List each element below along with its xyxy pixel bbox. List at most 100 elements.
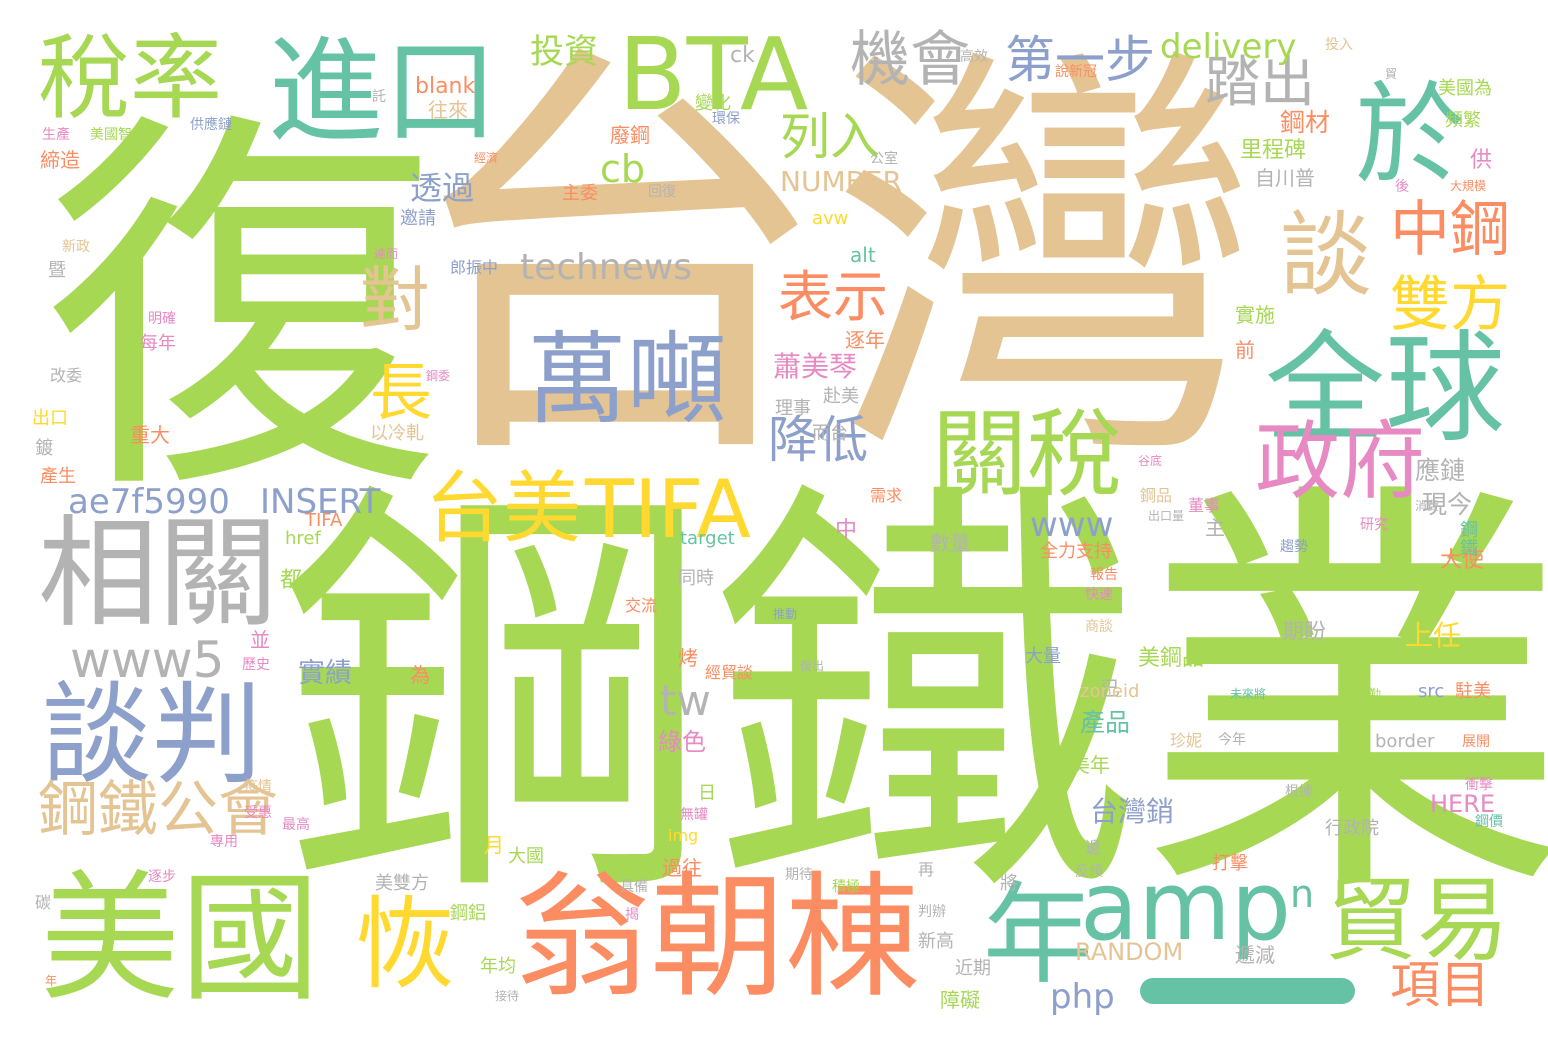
word-take-office: 上任: [1405, 619, 1462, 652]
word-reach: 達而: [374, 247, 399, 261]
word-simultaneously: 同時: [678, 568, 714, 589]
word-steel-material: 鋼材: [1280, 108, 1331, 137]
word-nowadays: 現今: [1422, 490, 1473, 519]
word-us-as: 美國為: [1438, 78, 1492, 99]
word-n: n: [1290, 872, 1315, 916]
word-highest: 最高: [282, 817, 310, 833]
word-bottom: 谷底: [1138, 454, 1163, 468]
word-achievement: 實績: [298, 658, 352, 689]
word-express: 表示: [778, 265, 889, 329]
word-both-sides: 雙方: [1390, 270, 1510, 340]
word-ck: ck: [730, 43, 755, 68]
word-according: 根據: [1285, 784, 1313, 800]
word-already: 已: [1100, 676, 1120, 700]
word-random: RANDOM: [1075, 938, 1184, 966]
word-produce: 產生: [40, 466, 76, 487]
word-import: 進口: [268, 25, 499, 159]
word-new-policy: 新政: [62, 239, 90, 255]
word-number: NUMBER: [780, 165, 902, 198]
word-www5: www5: [70, 631, 225, 689]
word-steel-association: 鋼鐵公會: [38, 775, 278, 845]
word-trend: 趨勢: [1280, 539, 1308, 555]
word-insert: INSERT: [260, 482, 381, 522]
word-steel-price: 鋼價: [1475, 814, 1503, 830]
word-anti-dumping: 反傾: [1075, 864, 1103, 880]
word-tw: tw: [660, 676, 711, 725]
word-zhu: 主: [1205, 516, 1225, 540]
word-office: 公室: [870, 151, 898, 167]
word-history: 歷史: [242, 657, 270, 673]
word-through: 透過: [410, 169, 475, 207]
word-no-tin: 無罐: [680, 807, 708, 823]
word-expect: 期待: [785, 867, 813, 883]
word-supply-chain-2: 供應鏈: [190, 117, 232, 133]
word-research: 研究: [1360, 517, 1388, 533]
word-frequent: 頻繁: [1445, 110, 1481, 131]
word-us-both-sides: 美雙方: [375, 873, 429, 894]
word-full-support: 全力支持: [1040, 541, 1112, 562]
word-look-forward: 期盼: [1282, 620, 1327, 645]
word-reduce: 降低: [768, 411, 868, 469]
word-month: 月: [484, 833, 504, 857]
word-related: 相關: [38, 505, 278, 644]
word-target: target: [680, 528, 735, 549]
decorative-bar: [1140, 978, 1355, 1004]
word-us-year: 美年: [1070, 753, 1110, 777]
word-year: 年: [983, 871, 1093, 999]
word-impact: 衝擊: [1465, 777, 1493, 793]
word-day: 日: [698, 783, 716, 804]
word-tifa-small: TIFA: [305, 510, 343, 531]
word-usa: 美國: [40, 858, 321, 1021]
word-wei: 為: [410, 663, 430, 687]
word-src: src: [1418, 681, 1445, 702]
word-steel-aluminum: 鋼鋁: [450, 903, 486, 924]
word-covid: 說新冠: [1055, 64, 1097, 80]
word-tan: 談: [1280, 202, 1373, 309]
word-year-small: 年: [45, 974, 58, 988]
word-weng-chao-tung: 翁朝棟: [515, 859, 920, 1016]
word-all: 都: [280, 568, 303, 593]
word-product: 產品: [1080, 708, 1131, 737]
word-blank: blank: [415, 74, 476, 99]
word-dedicated: 專用: [210, 834, 238, 850]
word-www: www: [1030, 505, 1114, 545]
word-unfold: 展開: [1462, 734, 1490, 750]
word-gong: 供: [1470, 148, 1493, 173]
word-create: 締造: [40, 148, 80, 172]
word-benefit: 受惠: [244, 805, 272, 821]
word-large-amount: 大量: [1025, 646, 1061, 667]
word-first-step: 第一步: [1005, 31, 1155, 89]
word-investment: 投資: [530, 32, 598, 72]
word-change: 變化: [695, 93, 731, 114]
word-active: 積極: [832, 879, 860, 895]
word-technews: technews: [520, 247, 693, 288]
word-taiwan-us: 台美: [425, 464, 582, 554]
word-reception: 接待: [495, 989, 520, 1003]
word-scrap-steel: 廢鋼: [610, 123, 650, 147]
word-executive-yuan: 行政院: [1325, 818, 1379, 839]
word-lang-chen-chung: 郎振中: [450, 258, 499, 277]
word-taiwan-sales: 台灣銷: [1090, 795, 1175, 828]
word-steel-committee: 鋼委: [426, 369, 451, 383]
word-strong: 強勁勤: [1345, 687, 1382, 701]
word-fu: 復: [45, 82, 440, 542]
word-visit-us: 赴美: [823, 386, 859, 407]
word-after: 後: [1395, 179, 1409, 195]
word-carbon: 碳: [35, 893, 52, 912]
word-supply-chain: 應鏈: [1415, 456, 1466, 485]
word-yearly: 逐年: [845, 328, 885, 352]
word-re-emerge: 復出: [800, 659, 825, 673]
word-future: 未來將: [1230, 687, 1267, 701]
word-global: 全球: [1265, 320, 1505, 459]
word-jenny: 珍妮: [1170, 731, 1203, 750]
word-bake: 烤: [678, 646, 698, 670]
word-project: 項目: [1390, 956, 1490, 1014]
word-invite: 邀請: [400, 208, 436, 229]
word-avw: avw: [812, 208, 849, 229]
word-stationed-us: 駐美: [1455, 681, 1491, 702]
word-recover: 回復: [648, 184, 676, 200]
word-hsiao-bi-khim: 蕭美琴: [773, 350, 858, 383]
word-delivery: delivery: [1160, 27, 1297, 67]
word-bta: BTA: [618, 16, 809, 133]
